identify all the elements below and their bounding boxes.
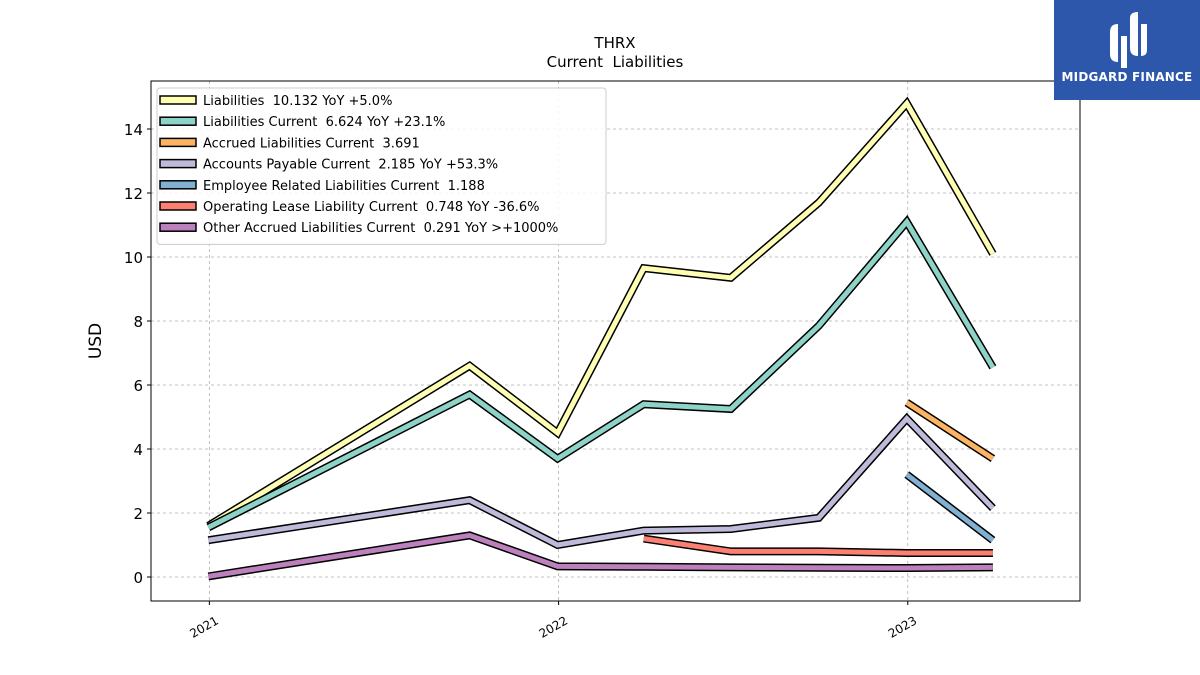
plot-frame xyxy=(150,80,1081,602)
legend: Liabilities 10.132 YoY +5.0% Liabilities … xyxy=(156,87,607,245)
y-tick-label: 4 xyxy=(133,441,143,459)
legend-entry: Employee Related Liabilities Current 1.1… xyxy=(203,179,485,194)
series-operating-lease-liability-current xyxy=(643,534,993,557)
logo-mark-icon xyxy=(1110,12,1147,68)
logo-text: MIDGARD FINANCE xyxy=(1061,70,1193,84)
series-line xyxy=(208,532,993,579)
legend-entry: Accrued Liabilities Current 3.691 xyxy=(203,136,420,151)
y-tick-label: 0 xyxy=(133,569,143,587)
legend-swatch xyxy=(159,180,197,190)
legend-box xyxy=(156,87,607,245)
series-accrued-liabilities-current xyxy=(904,399,996,462)
legend-entry: Other Accrued Liabilities Current 0.291 … xyxy=(203,221,558,236)
chart-subtitle: Current Liabilities xyxy=(547,53,684,71)
series-line xyxy=(207,99,996,528)
series-other-accrued-liabilities-current xyxy=(207,531,993,581)
legend-swatch xyxy=(159,201,197,211)
y-tick-label: 12 xyxy=(124,185,143,203)
legend-swatch xyxy=(159,116,197,126)
series-line xyxy=(905,472,995,543)
legend-entry: Operating Lease Liability Current 0.748 … xyxy=(203,200,540,215)
y-tick-label: 8 xyxy=(133,313,143,331)
chart-title: THRX xyxy=(593,34,635,52)
x-tick-label: 2022 xyxy=(537,613,570,640)
series-line xyxy=(207,217,996,530)
legend-swatch xyxy=(159,137,197,148)
brand-logo: MIDGARD FINANCE xyxy=(1054,0,1200,100)
series-outline xyxy=(206,214,997,531)
series-liabilities-current xyxy=(206,214,997,531)
y-tick-label: 6 xyxy=(133,377,143,395)
y-axis-label: USD xyxy=(86,323,106,359)
series-line xyxy=(643,536,993,556)
series-line xyxy=(905,400,995,461)
series-accounts-payable-current xyxy=(207,412,996,550)
x-tick-label: 2023 xyxy=(886,613,919,640)
y-tick-label: 14 xyxy=(124,121,143,139)
x-tick-label: 2021 xyxy=(187,613,220,640)
series-lines xyxy=(206,96,997,581)
legend-entry: Accounts Payable Current 2.185 YoY +53.3… xyxy=(203,158,498,173)
series-employee-related-liabilities-current xyxy=(904,471,996,544)
y-tick-label: 10 xyxy=(124,249,143,267)
legend-entry: Liabilities 10.132 YoY +5.0% xyxy=(203,94,392,109)
y-tick-label: 2 xyxy=(133,505,143,523)
series-liabilities xyxy=(206,96,997,530)
legend-swatch xyxy=(159,95,197,105)
legend-swatch xyxy=(159,158,197,169)
legend-swatch xyxy=(159,222,197,232)
series-line xyxy=(208,414,995,548)
series-outline xyxy=(207,412,996,550)
legend-entry: Liabilities Current 6.624 YoY +23.1% xyxy=(203,115,445,130)
